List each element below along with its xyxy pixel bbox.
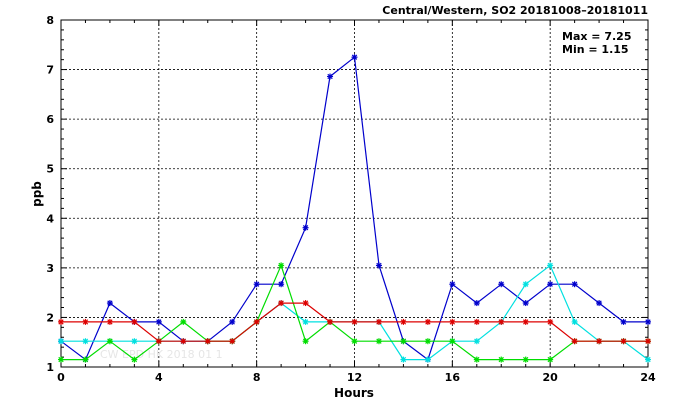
data-point <box>547 262 554 269</box>
data-point <box>547 318 554 325</box>
x-axis-label: Hours <box>334 386 374 400</box>
data-point <box>547 281 554 288</box>
data-point <box>400 338 407 345</box>
data-point <box>155 318 162 325</box>
min-label: Min = 1.15 <box>562 43 629 56</box>
data-point <box>473 356 480 363</box>
data-point <box>620 338 627 345</box>
data-point <box>278 300 285 307</box>
data-point <box>351 54 358 61</box>
data-point <box>400 356 407 363</box>
data-point <box>253 281 260 288</box>
data-point <box>498 356 505 363</box>
data-point <box>571 318 578 325</box>
data-point <box>375 338 382 345</box>
data-point <box>620 318 627 325</box>
data-point <box>522 318 529 325</box>
data-point <box>375 318 382 325</box>
y-tick-label: 5 <box>46 163 54 176</box>
data-point <box>204 338 211 345</box>
data-point <box>131 338 138 345</box>
max-label: Max = 7.25 <box>562 30 631 43</box>
data-point <box>375 262 382 269</box>
data-point <box>473 318 480 325</box>
data-point <box>400 318 407 325</box>
data-point <box>424 356 431 363</box>
data-point <box>58 356 64 363</box>
data-point <box>58 318 64 325</box>
data-point <box>106 338 113 345</box>
data-point <box>645 318 651 325</box>
data-point <box>82 318 89 325</box>
x-tick-label: 8 <box>253 371 261 384</box>
data-point <box>522 300 529 307</box>
x-tick-label: 0 <box>57 371 65 384</box>
data-point <box>522 281 529 288</box>
data-point <box>449 281 456 288</box>
data-point <box>571 281 578 288</box>
data-point <box>278 262 285 269</box>
data-point <box>571 338 578 345</box>
data-point <box>498 318 505 325</box>
x-tick-label: 24 <box>640 371 656 384</box>
y-tick-label: 2 <box>46 311 54 324</box>
data-point <box>327 73 334 80</box>
data-point <box>473 300 480 307</box>
data-point <box>424 338 431 345</box>
x-tick-label: 4 <box>155 371 163 384</box>
data-point <box>449 338 456 345</box>
data-point <box>302 338 309 345</box>
data-point <box>229 318 236 325</box>
data-point <box>180 318 187 325</box>
y-tick-label: 4 <box>46 212 54 225</box>
series-1 <box>58 54 651 363</box>
data-point <box>58 338 64 345</box>
data-point <box>82 338 89 345</box>
data-point <box>351 318 358 325</box>
data-point <box>327 318 334 325</box>
data-point <box>645 356 651 363</box>
x-tick-label: 20 <box>543 371 559 384</box>
watermark: CW EPD HK 2018 01 1 <box>100 348 223 361</box>
data-point <box>180 338 187 345</box>
data-point <box>596 338 603 345</box>
data-point <box>645 338 651 345</box>
data-point <box>131 318 138 325</box>
data-point <box>106 318 113 325</box>
y-tick-label: 1 <box>46 361 54 374</box>
data-point <box>229 338 236 345</box>
data-point <box>424 318 431 325</box>
series-layer <box>58 54 651 363</box>
data-point <box>302 224 309 231</box>
y-tick-label: 8 <box>46 14 54 27</box>
data-point <box>596 300 603 307</box>
data-point <box>82 356 89 363</box>
data-point <box>473 338 480 345</box>
y-tick-label: 6 <box>46 113 54 126</box>
x-tick-label: 12 <box>347 371 362 384</box>
data-point <box>302 300 309 307</box>
series-4 <box>58 300 651 345</box>
y-tick-label: 3 <box>46 262 54 275</box>
data-point <box>449 318 456 325</box>
data-point <box>522 356 529 363</box>
x-tick-label: 16 <box>445 371 461 384</box>
data-point <box>351 338 358 345</box>
data-point <box>106 300 113 307</box>
chart-title: Central/Western, SO2 20181008–20181011 <box>382 4 648 17</box>
data-point <box>278 281 285 288</box>
data-point <box>547 356 554 363</box>
data-point <box>498 281 505 288</box>
y-axis-label: ppb <box>30 181 44 207</box>
data-point <box>155 338 162 345</box>
data-point <box>131 356 138 363</box>
y-tick-label: 7 <box>46 64 54 77</box>
data-point <box>302 318 309 325</box>
data-point <box>253 318 260 325</box>
